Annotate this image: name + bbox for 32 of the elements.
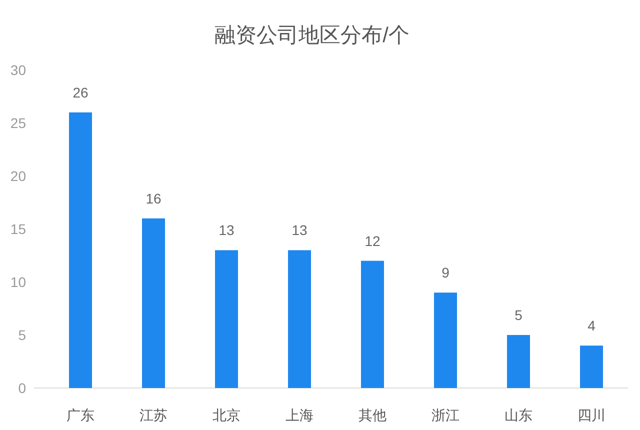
- bar: [69, 112, 92, 388]
- y-tick-label: 0: [18, 380, 26, 396]
- y-tick-label: 20: [10, 168, 26, 184]
- data-label: 16: [146, 190, 162, 206]
- x-tick-label: 浙江: [432, 407, 460, 423]
- data-label: 13: [292, 222, 308, 238]
- data-label: 4: [588, 318, 596, 334]
- y-tick-label: 30: [10, 62, 26, 78]
- x-tick-label: 北京: [212, 407, 240, 423]
- x-tick-label: 江苏: [140, 407, 168, 423]
- data-label: 5: [514, 307, 523, 323]
- x-tick-label: 其他: [358, 407, 386, 423]
- x-tick-label: 山东: [504, 407, 532, 423]
- bar: [361, 260, 384, 388]
- y-tick-label: 10: [10, 274, 26, 290]
- y-tick-label: 5: [18, 327, 26, 343]
- x-tick-label: 广东: [66, 407, 94, 423]
- title: 融资公司地区分布/个: [214, 24, 410, 47]
- bar: [507, 335, 530, 388]
- bar: [434, 292, 457, 388]
- data-label: 12: [364, 232, 380, 249]
- data-label: 13: [218, 222, 234, 238]
- bar: [580, 346, 603, 388]
- x-tick-label: 四川: [578, 407, 606, 423]
- bar: [288, 250, 311, 388]
- bar: [142, 218, 165, 388]
- data-label: 26: [72, 84, 88, 100]
- bar: [215, 250, 238, 388]
- y-tick-label: 15: [10, 221, 26, 237]
- y-tick-label: 25: [10, 115, 26, 131]
- data-label: 9: [442, 264, 450, 281]
- x-tick-label: 上海: [286, 407, 314, 423]
